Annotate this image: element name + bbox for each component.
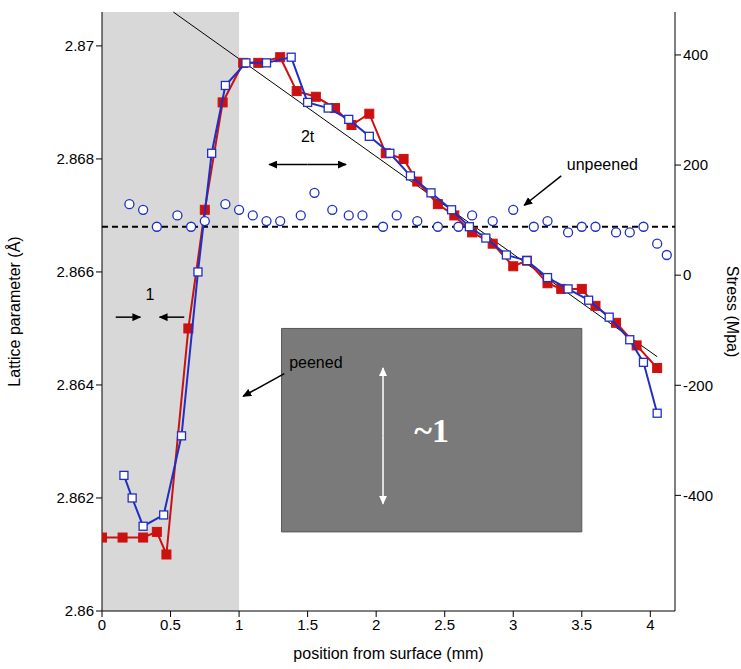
svg-text:2t: 2t (301, 128, 315, 145)
svg-text:~1: ~1 (414, 412, 449, 449)
svg-text:2.87: 2.87 (65, 37, 94, 54)
svg-text:3.5: 3.5 (571, 616, 592, 633)
svg-text:0: 0 (98, 616, 106, 633)
svg-text:1: 1 (235, 616, 243, 633)
svg-text:400: 400 (683, 46, 708, 63)
svg-text:200: 200 (683, 156, 708, 173)
svg-text:0.5: 0.5 (160, 616, 181, 633)
svg-text:2.862: 2.862 (56, 489, 94, 506)
svg-text:2: 2 (372, 616, 380, 633)
svg-text:2.864: 2.864 (56, 376, 94, 393)
svg-text:1.5: 1.5 (297, 616, 318, 633)
svg-text:-200: -200 (683, 377, 713, 394)
svg-text:Lattice parameter (Å): Lattice parameter (Å) (5, 236, 23, 386)
svg-text:Stress (Mpa): Stress (Mpa) (724, 266, 741, 358)
svg-text:1: 1 (146, 286, 155, 303)
svg-text:2.5: 2.5 (434, 616, 455, 633)
svg-text:-400: -400 (683, 487, 713, 504)
svg-text:peened: peened (289, 354, 342, 371)
svg-text:3: 3 (509, 616, 517, 633)
svg-text:4: 4 (646, 616, 654, 633)
svg-text:2.866: 2.866 (56, 263, 94, 280)
svg-text:2.868: 2.868 (56, 150, 94, 167)
svg-text:position from surface (mm): position from surface (mm) (293, 645, 483, 662)
svg-text:2.86: 2.86 (65, 602, 94, 619)
svg-text:0: 0 (683, 266, 691, 283)
svg-text:unpeened: unpeened (567, 156, 638, 173)
